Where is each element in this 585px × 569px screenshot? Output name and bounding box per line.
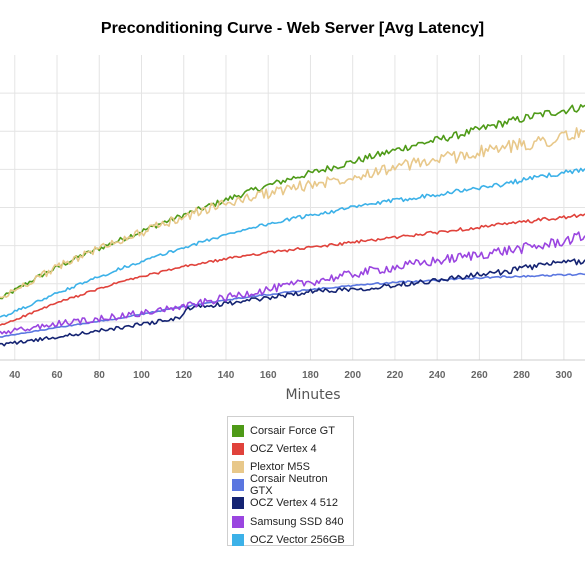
x-tick-label: 120	[175, 370, 192, 381]
legend-label: OCZ Vector 256GB	[250, 533, 345, 546]
legend-swatch	[232, 497, 244, 510]
x-tick-label: 140	[218, 370, 235, 381]
x-tick-labels: 40 60 80 100 120 140 160 180 200 220 240 260 280 300	[9, 370, 572, 381]
x-tick-label: 300	[556, 370, 573, 381]
x-tick-label: 280	[513, 370, 530, 381]
legend-swatch	[232, 461, 244, 474]
legend-swatch	[232, 443, 244, 456]
legend: Corsair Force GT OCZ Vertex 4 Plextor M5S C…	[227, 416, 354, 546]
legend-swatch	[232, 425, 244, 438]
legend-label: OCZ Vertex 4 512	[250, 497, 339, 510]
legend-label: Corsair Neutron GTX	[249, 473, 328, 498]
series-line-ocz-vertex-4	[0, 213, 585, 326]
legend-item: Corsair Force GT	[232, 422, 353, 440]
legend-label: Samsung SSD 840	[250, 515, 344, 528]
series-line-ocz-vector-256gb	[0, 167, 585, 318]
legend-item: OCZ Vertex 4	[232, 440, 353, 458]
x-tick-label: 60	[51, 370, 63, 381]
series-line-plextor-m5s	[0, 127, 585, 299]
x-tick-label: 160	[260, 370, 277, 381]
x-tick-label: 40	[9, 370, 21, 381]
x-tick-label: 200	[344, 370, 361, 381]
chart-title: Preconditioning Curve - Web Server [Avg …	[100, 20, 485, 37]
legend-label: Corsair Force GT	[250, 425, 335, 438]
series-layer	[0, 104, 585, 347]
series-line-ocz-vertex-4-512	[0, 258, 585, 347]
x-tick-label: 260	[471, 370, 488, 381]
legend-label: OCZ Vertex 4	[250, 443, 317, 456]
series-line-samsung-ssd-840	[0, 231, 585, 335]
x-tick-label: 220	[387, 370, 404, 381]
legend-swatch	[232, 533, 244, 546]
legend-item: Samsung SSD 840	[232, 512, 353, 530]
series-line-corsair-force-gt	[0, 104, 585, 300]
legend-label: Plextor M5S	[250, 461, 310, 474]
legend-swatch	[232, 479, 244, 492]
x-tick-label: 180	[302, 370, 319, 381]
legend-swatch	[232, 515, 244, 528]
legend-item: Plextor M5S	[232, 458, 353, 476]
legend-item: OCZ Vertex 4 512	[232, 494, 353, 512]
series-line-corsair-neutron-gtx	[0, 272, 585, 338]
legend-item: OCZ Vector 256GB	[232, 531, 353, 549]
grid-lines	[0, 55, 585, 361]
x-axis-title: Minutes	[285, 387, 340, 403]
legend-item: Corsair Neutron GTX	[232, 473, 353, 498]
x-tick-label: 80	[94, 370, 106, 381]
x-tick-label: 240	[429, 370, 446, 381]
x-tick-label: 100	[133, 370, 150, 381]
